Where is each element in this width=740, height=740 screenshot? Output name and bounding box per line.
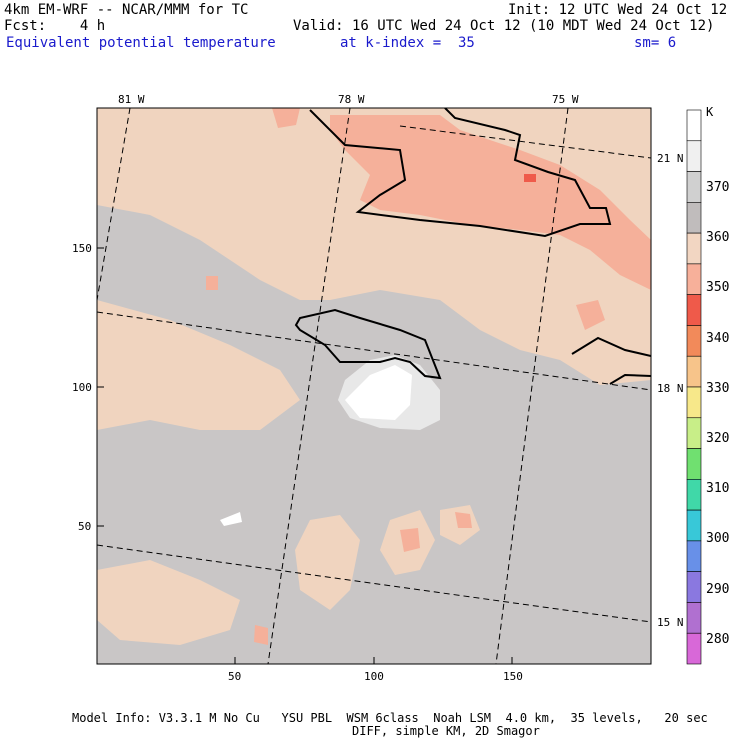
y-tick-label: 150 <box>72 242 92 255</box>
coastline-jamaica <box>294 308 442 380</box>
coastline-hispaniola-south <box>609 373 651 385</box>
field-band-350 <box>97 560 240 645</box>
forecast-hour: Fcst: 4 h <box>4 18 106 34</box>
smoothing: sm= 6 <box>634 35 677 51</box>
field-band-340 <box>254 625 268 645</box>
field-band-340 <box>455 512 472 528</box>
field-band-340 <box>400 528 420 552</box>
colorbar-swatch <box>686 263 702 295</box>
lon-label: 75 W <box>552 93 579 106</box>
colorbar-swatch <box>686 109 702 142</box>
colorbar-unit: K <box>706 105 714 119</box>
field-band-330 <box>524 174 536 182</box>
colorbar-swatch <box>686 294 702 326</box>
meridian-78w <box>267 108 351 664</box>
colorbar-swatch <box>686 417 702 449</box>
colorbar-label: 360 <box>706 230 729 245</box>
field-band-340 <box>272 108 300 128</box>
colorbar-swatch <box>686 171 702 203</box>
valid-time: Valid: 16 UTC Wed 24 Oct 12 (10 MDT Wed … <box>293 18 715 34</box>
meridian-75w <box>495 108 569 664</box>
axis-ticks <box>97 247 513 664</box>
colorbar-labels: 370 360 350 340 330 320 310 300 290 280 <box>706 180 729 647</box>
init-time: Init: 12 UTC Wed 24 Oct 12 <box>508 2 728 18</box>
parallel-15n <box>97 544 651 623</box>
y-tick-label: 100 <box>72 381 92 394</box>
lat-label: 18 N <box>657 382 684 395</box>
colorbar-swatch <box>686 540 702 572</box>
colorbar-swatch <box>686 202 702 234</box>
lat-label: 21 N <box>657 152 684 165</box>
y-tick-label: 50 <box>78 520 91 533</box>
coastline-cuba <box>309 108 612 238</box>
field-band-340 <box>576 300 605 330</box>
x-tick-label: 50 <box>228 670 241 683</box>
latlon-grid <box>97 108 651 664</box>
x-tick-label: 100 <box>364 670 384 683</box>
axis-labels: 81 W 78 W 75 W 21 N 18 N 15 N 50 100 150… <box>72 93 684 683</box>
colorbar-swatch <box>686 140 702 172</box>
colorbar <box>686 109 702 665</box>
x-tick-label: 150 <box>503 670 523 683</box>
colorbar-swatch <box>686 602 702 634</box>
colorbar-label: 330 <box>706 381 729 396</box>
colorbar-label: 350 <box>706 280 729 295</box>
colorbar-swatch <box>686 479 702 511</box>
field-band-350 <box>97 300 300 430</box>
model-info: Model Info: V3.3.1 M No Cu YSU PBL WSM 6… <box>72 711 708 725</box>
field-band-max <box>220 512 242 526</box>
colorbar-label: 310 <box>706 481 729 496</box>
colorbar-label: 340 <box>706 331 729 346</box>
coastline-hispaniola <box>571 336 651 357</box>
model-info-physics: DIFF, simple KM, 2D Smagor <box>352 724 540 738</box>
colorbar-swatch <box>686 355 702 388</box>
field-name: Equivalent potential temperature <box>6 35 276 51</box>
colorbar-label: 280 <box>706 632 729 647</box>
colorbar-label: 320 <box>706 431 729 446</box>
colorbar-swatch <box>686 232 702 265</box>
field-band-340 <box>330 115 651 290</box>
colorbar-label: 370 <box>706 180 729 195</box>
lon-label: 81 W <box>118 93 145 106</box>
field-band-340 <box>206 276 218 290</box>
colorbar-label: 300 <box>706 531 729 546</box>
colorbar-swatch <box>686 325 702 357</box>
colorbar-swatch <box>686 509 702 542</box>
contour-field <box>97 108 651 664</box>
colorbar-swatch <box>686 571 702 603</box>
field-band-350 <box>295 515 360 610</box>
parallel-21n <box>399 125 651 159</box>
parallel-18n <box>97 311 651 391</box>
field-band-max <box>345 365 412 420</box>
lat-label: 15 N <box>657 616 684 629</box>
colorbar-swatch <box>686 386 702 419</box>
colorbar-label: 290 <box>706 582 729 597</box>
colorbar-swatch <box>686 448 702 480</box>
level-index: at k-index = 35 <box>340 35 475 51</box>
lon-label: 78 W <box>338 93 365 106</box>
colorbar-swatch <box>686 632 702 665</box>
coastlines <box>294 108 651 385</box>
meridian-81w <box>97 108 131 301</box>
model-title: 4km EM-WRF -- NCAR/MMM for TC <box>4 2 249 18</box>
